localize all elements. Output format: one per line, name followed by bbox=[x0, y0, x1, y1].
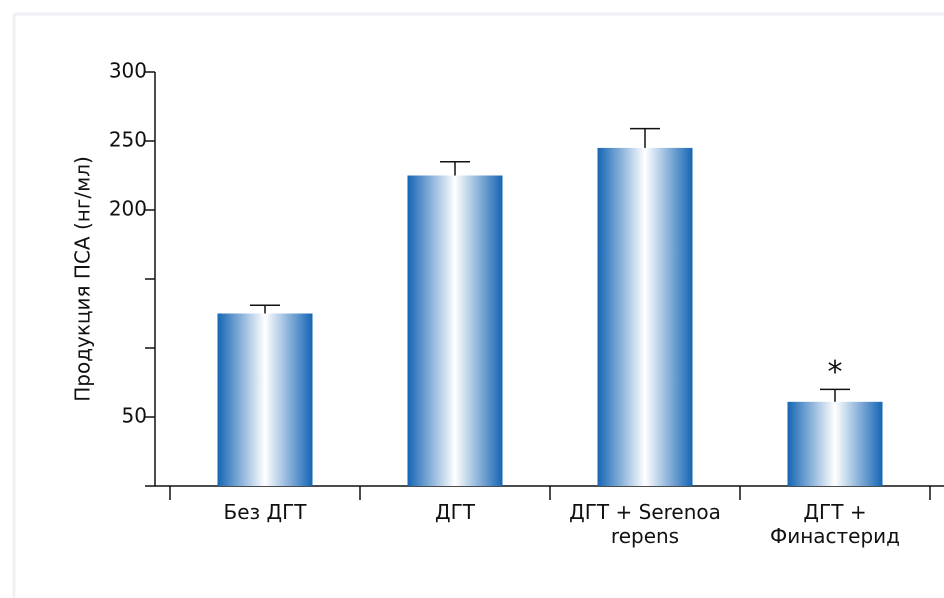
annotation: * bbox=[828, 355, 843, 390]
bar bbox=[217, 313, 313, 486]
bar bbox=[787, 401, 883, 486]
error-bar bbox=[440, 160, 470, 176]
error-bar bbox=[630, 127, 660, 148]
bar bbox=[597, 147, 693, 486]
x-tick-label: ДГТ + Финастерид bbox=[769, 500, 901, 548]
x-tick-label: Без ДГТ bbox=[223, 500, 307, 524]
x-tick-label: ДГТ bbox=[434, 500, 476, 524]
bar bbox=[407, 175, 503, 486]
y-tick-label: 250 bbox=[109, 128, 147, 152]
x-tick-label: ДГТ + Serenoa repens bbox=[569, 500, 721, 548]
y-axis-label: Продукция ПСА (нг/мл) bbox=[71, 156, 95, 402]
y-tick-label: 300 bbox=[109, 59, 147, 83]
y-tick-label: 50 bbox=[122, 404, 147, 428]
error-bar bbox=[820, 388, 850, 402]
y-tick-label: 200 bbox=[109, 197, 147, 221]
error-bar bbox=[250, 304, 280, 314]
